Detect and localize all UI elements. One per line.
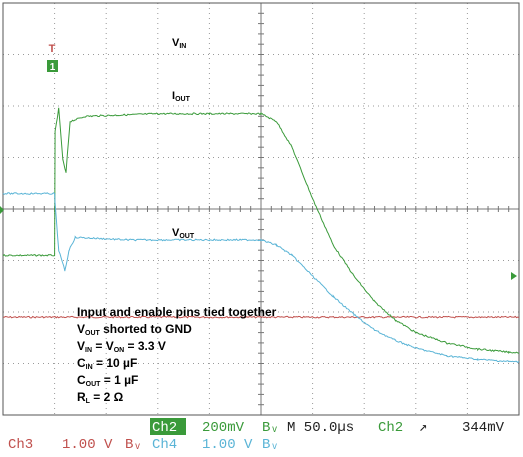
annotation-block: Input and enable pins tied together VOUT… [77, 305, 277, 405]
channel-marker-text: 1 [50, 62, 56, 73]
trigger-level: 344mV [462, 420, 505, 436]
annotation-line-5: COUT = 1 µF [77, 373, 138, 388]
annotation-line-3: VIN = VON = 3.3 V [77, 339, 166, 354]
traces [2, 107, 520, 364]
ch2-bw-icon: Bᵥ [262, 420, 279, 436]
trace-iout [2, 107, 520, 354]
channel-marker: 1 [47, 60, 58, 73]
ch3-label: Ch3 [8, 437, 33, 453]
annotation-line-4: CIN = 10 µF [77, 356, 137, 371]
trigger-level-arrow-icon [511, 272, 517, 280]
ch4-label: Ch4 [152, 437, 177, 453]
ch3-scale: 1.00 V [62, 437, 113, 453]
status-bar: Ch2 200mV Bᵥ M 50.0µs Ch2 ↗ 344mV Ch3 1.… [8, 418, 505, 453]
vin-label: VIN [172, 37, 186, 50]
channel-marker-box [47, 60, 58, 72]
iout-label: IOUT [172, 90, 191, 103]
ch2-badge [150, 418, 186, 435]
ch3-bw-icon: Bᵥ [125, 437, 142, 453]
timebase: M 50.0µs [287, 420, 354, 436]
ch2-scale: 200mV [202, 420, 245, 436]
annotation-line-1: Input and enable pins tied together [77, 305, 277, 319]
ch2-badge-label: Ch2 [152, 420, 177, 436]
trigger-slope-icon: ↗ [419, 420, 427, 436]
annotation-line-6: RL = 2 Ω [77, 390, 124, 405]
trigger-t-text: T [49, 43, 56, 55]
vout-label: VOUT [172, 227, 195, 240]
trace-vout [2, 192, 520, 364]
trigger-channel: Ch2 [378, 420, 403, 436]
ch4-bw-icon: Bᵥ [262, 437, 279, 453]
ch4-scale: 1.00 V [202, 437, 253, 453]
annotation-line-2: VOUT shorted to GND [77, 322, 192, 337]
trigger-marker-top: T [49, 43, 56, 55]
ch2-ground-arrow-icon [0, 206, 4, 214]
trace-vin [2, 315, 520, 319]
